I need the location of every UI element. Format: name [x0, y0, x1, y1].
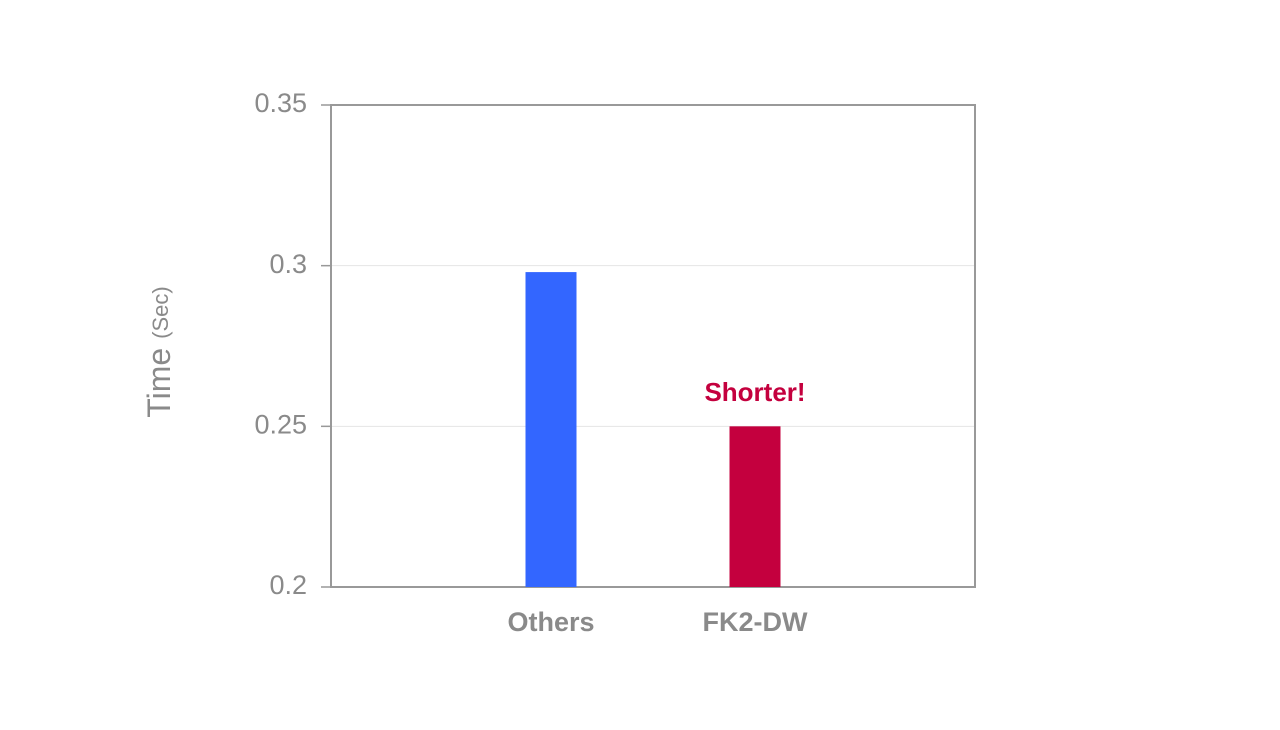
- annotation: Shorter!: [704, 377, 805, 407]
- y-axis-label: Time (Sec): [141, 286, 177, 417]
- x-tick-label: FK2-DW: [703, 607, 808, 637]
- y-label: Time: [141, 348, 177, 418]
- bar: [729, 426, 781, 587]
- y-tick-label: 0.2: [269, 570, 307, 600]
- x-tick-label: Others: [507, 607, 594, 637]
- plot-frame: [330, 104, 976, 588]
- y-tick-label: 0.25: [254, 409, 307, 439]
- bar: [525, 272, 577, 587]
- y-label-unit: (Sec): [148, 286, 173, 339]
- y-tick-label: 0.3: [269, 249, 307, 279]
- y-tick-label: 0.35: [254, 88, 307, 118]
